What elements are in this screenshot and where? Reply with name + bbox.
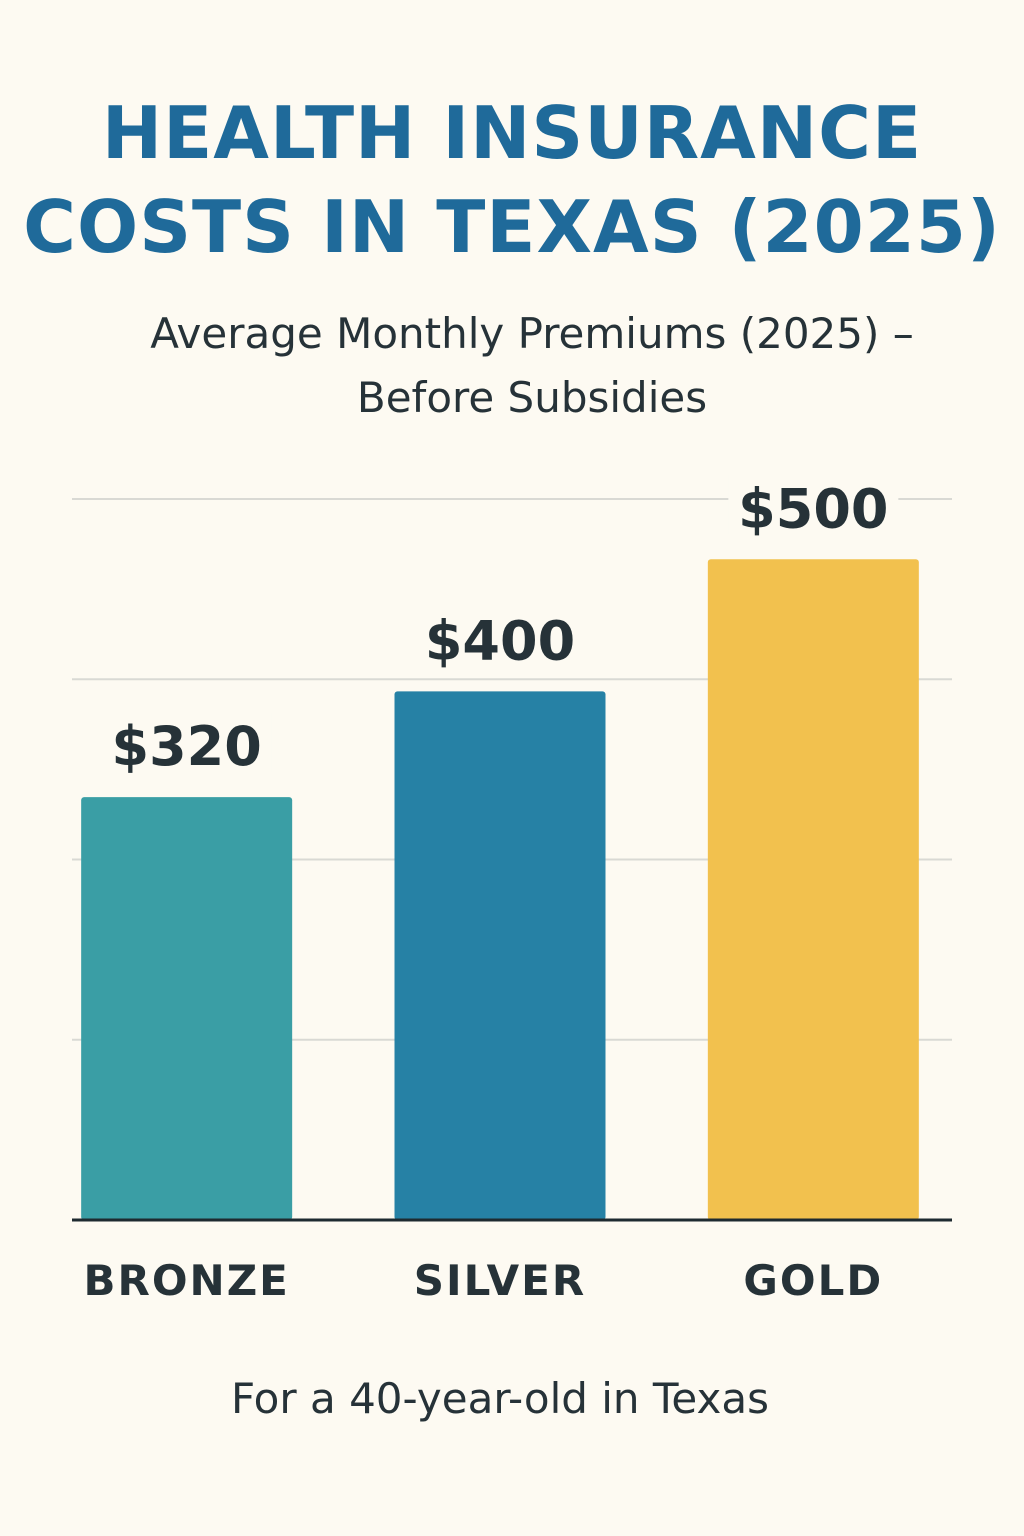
chart-title: HEALTH INSURANCE COSTS IN TEXAS (2025): [0, 86, 1024, 274]
title-line-2: COSTS IN TEXAS (2025): [23, 185, 1001, 269]
chart-subtitle: Average Monthly Premiums (2025) – Before…: [0, 302, 1024, 430]
subtitle-line-2: Before Subsidies: [356, 373, 708, 422]
data-label-background: [415, 606, 585, 667]
data-label-background: [101, 712, 272, 773]
bar-gold: [707, 559, 919, 1220]
data-label: $400: [425, 609, 575, 672]
bar-silver: [394, 691, 606, 1220]
bar-bronze: [81, 797, 293, 1220]
x-tick-label: BRONZE: [83, 1256, 289, 1305]
footnote: For a 40-year-old in Texas: [231, 1374, 769, 1423]
data-label: $320: [112, 715, 262, 778]
x-tick-label: SILVER: [414, 1256, 586, 1305]
data-label: $500: [738, 477, 888, 540]
x-tick-label: GOLD: [743, 1256, 883, 1305]
data-label-background: [728, 474, 899, 535]
subtitle-line-1: Average Monthly Premiums (2025) –: [150, 309, 914, 358]
title-line-1: HEALTH INSURANCE: [101, 91, 923, 175]
